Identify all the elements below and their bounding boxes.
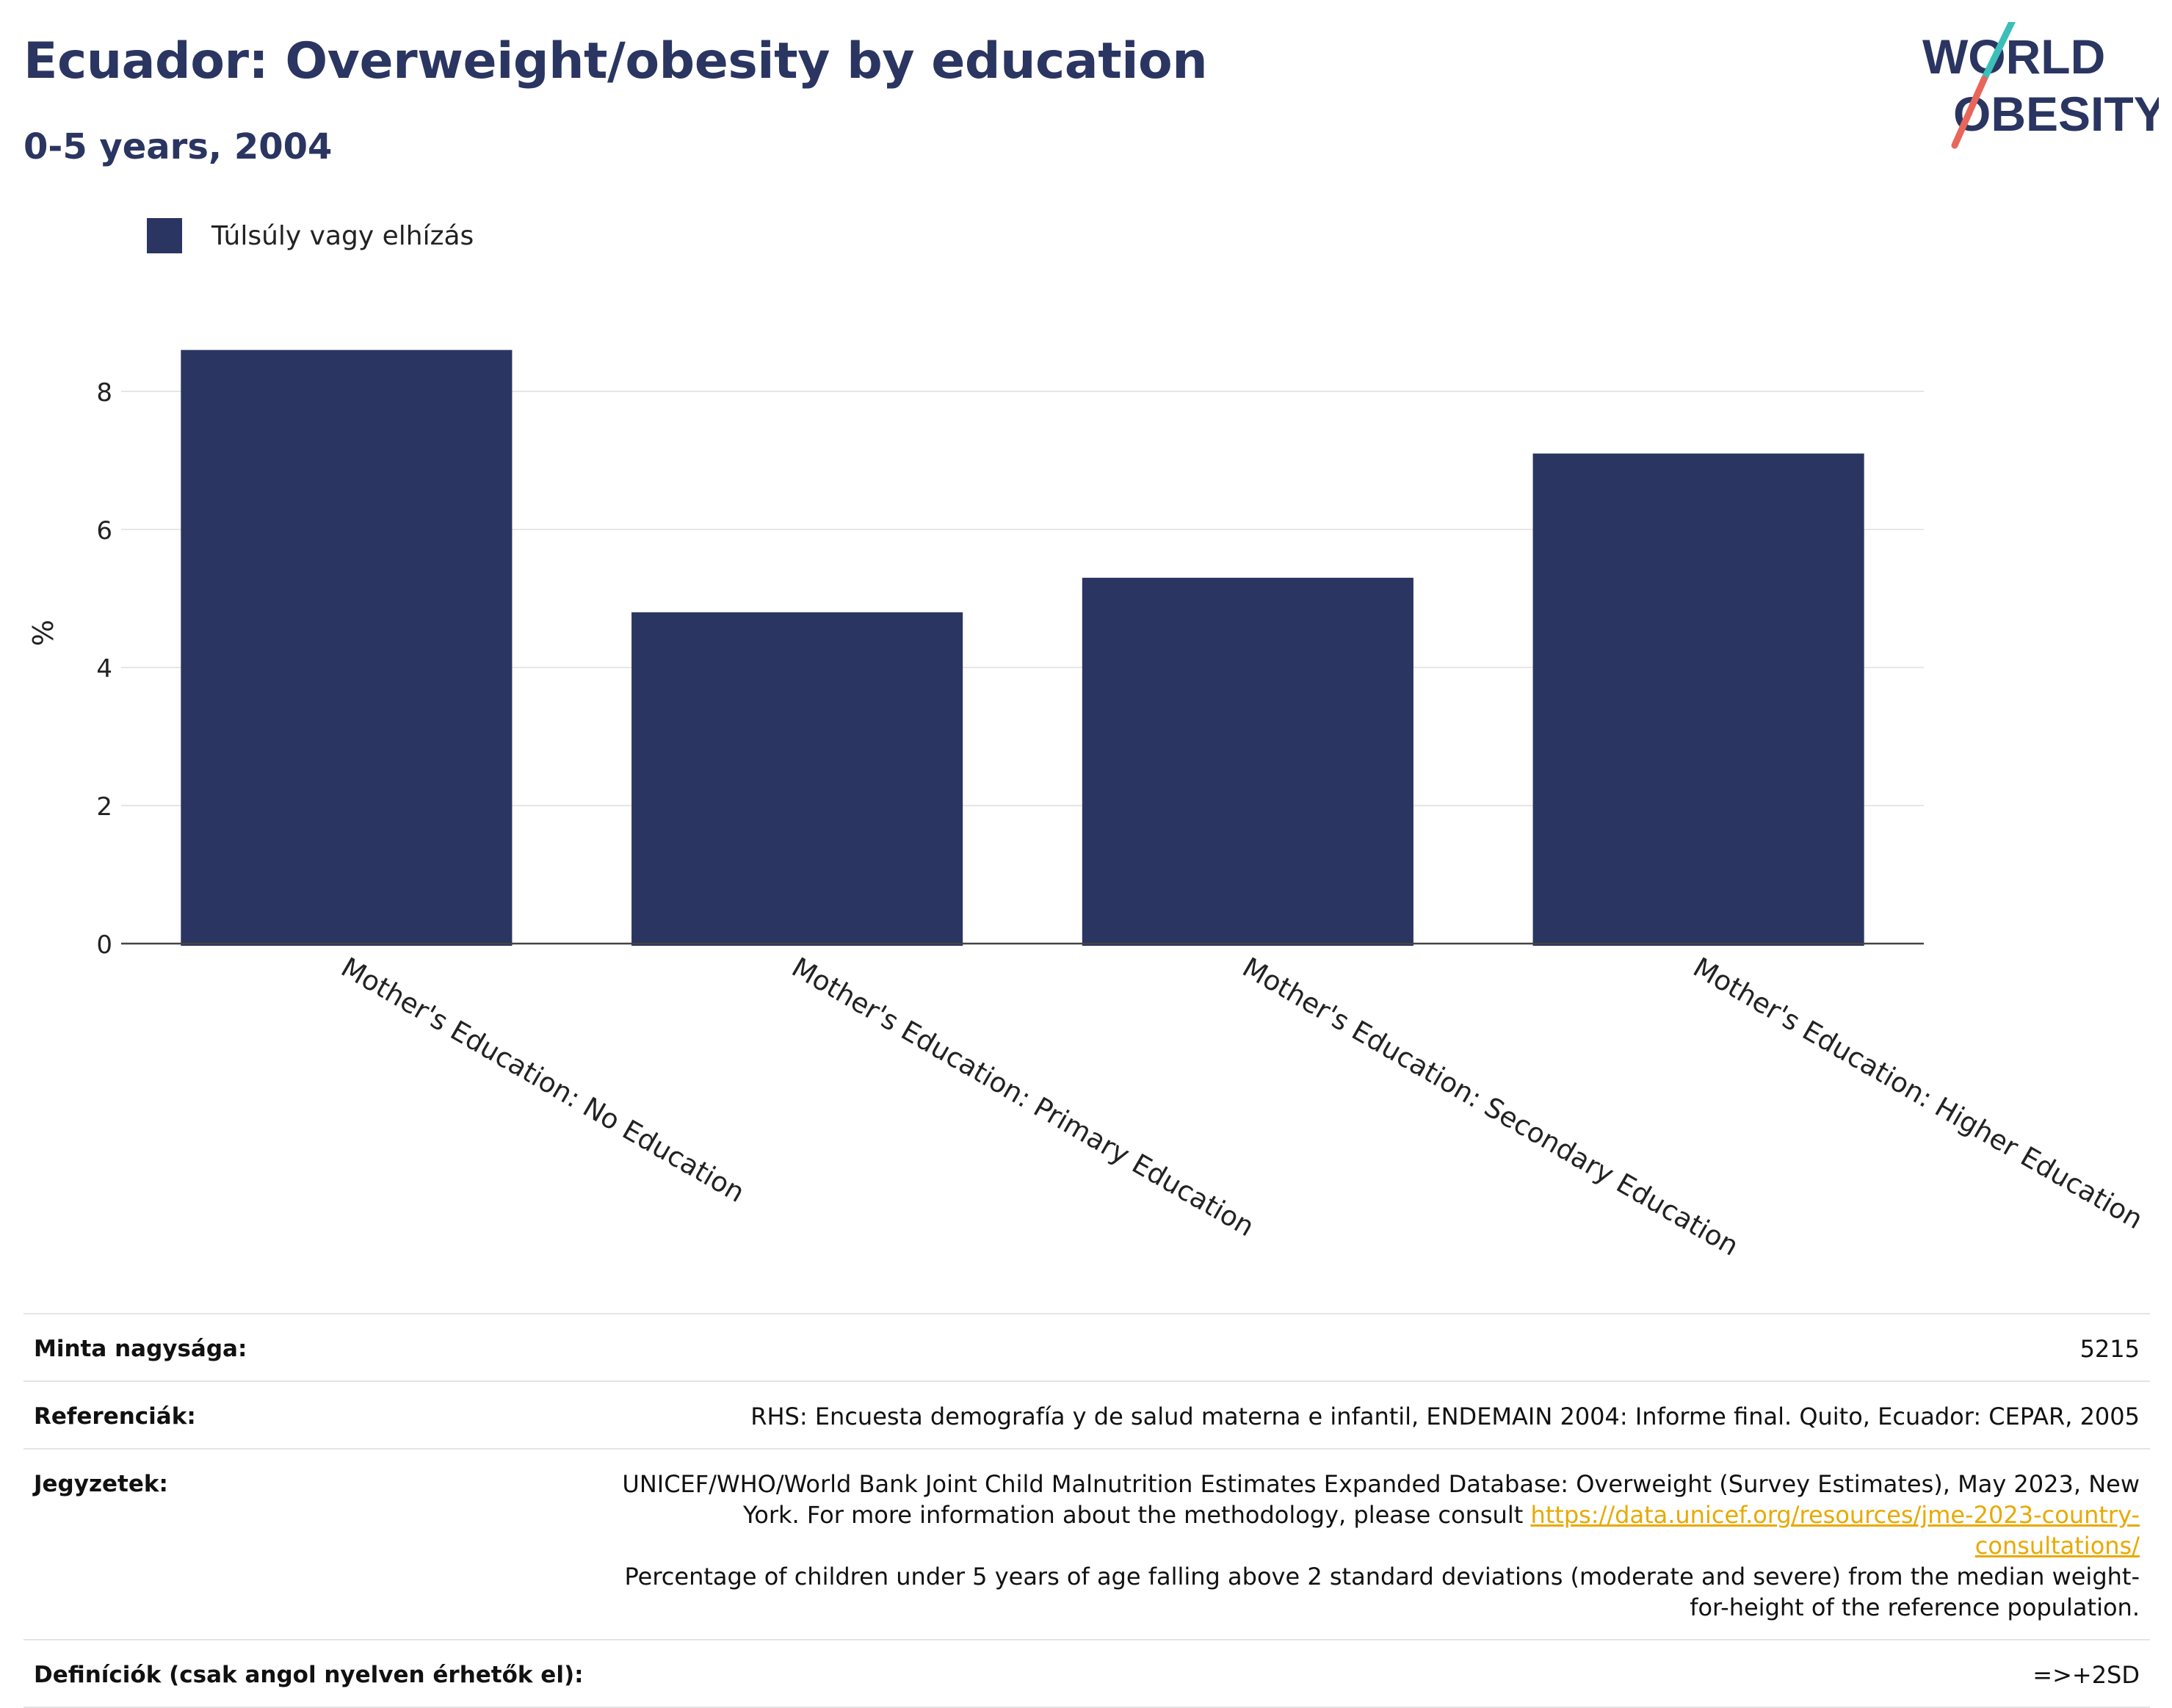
sample-size-label: Minta nagysága: [34,1336,247,1362]
y-axis-title: % [27,620,59,646]
references-label: Referenciák: [34,1403,196,1430]
x-tick-label: Mother's Education: Primary Education [786,952,1259,1243]
world-obesity-logo: WORLD OBESITY [1922,22,2159,149]
bar [1082,577,1413,946]
y-tick-label: 2 [96,792,112,822]
y-tick-label: 6 [96,516,112,546]
chart-subtitle: 0-5 years, 2004 [23,126,333,167]
meta-row-definitions: Definíciók (csak angol nyelven érhetők e… [23,1639,2150,1708]
notes-value: UNICEF/WHO/World Bank Joint Child Malnut… [612,1469,2140,1623]
legend-label: Túlsúly vagy elhízás [211,220,474,251]
notes-text-1: UNICEF/WHO/World Bank Joint Child Malnut… [622,1470,2140,1529]
y-tick-label: 0 [96,930,112,960]
x-tick-label: Mother's Education: Secondary Education [1237,952,1744,1262]
logo-coral-stroke [1951,76,1988,149]
x-tick-label: Mother's Education: Higher Education [1688,952,2149,1236]
notes-text-2: Percentage of children under 5 years of … [624,1563,2140,1621]
logo-line1: WORLD [1922,29,2105,84]
definitions-label: Definíciók (csak angol nyelven érhetők e… [34,1662,584,1688]
legend-swatch [147,218,182,253]
chart-title: Ecuador: Overweight/obesity by education [23,32,1208,90]
meta-row-references: Referenciák: RHS: Encuesta demografía y … [23,1380,2150,1448]
methodology-link[interactable]: https://data.unicef.org/resources/jme-20… [1530,1501,2140,1560]
definitions-value: =>+2SD [2032,1661,2140,1689]
metadata-table: Minta nagysága: 5215 Referenciák: RHS: E… [23,1313,2150,1708]
sample-size-value: 5215 [2079,1335,2140,1363]
meta-row-notes: Jegyzetek: UNICEF/WHO/World Bank Joint C… [23,1448,2150,1639]
bar [631,612,963,946]
references-value: RHS: Encuesta demografía y de salud mate… [750,1403,2140,1430]
y-tick-label: 8 [96,378,112,408]
legend: Túlsúly vagy elhízás [147,217,474,254]
x-tick-label: Mother's Education: No Education [336,952,750,1209]
logo-line2: OBESITY [1953,87,2159,141]
bar [181,350,513,947]
meta-row-sample: Minta nagysága: 5215 [23,1313,2150,1380]
logo-teal-stroke [1980,22,2016,83]
y-tick-label: 4 [96,654,112,684]
bar [1532,453,1864,946]
notes-label: Jegyzetek: [34,1471,168,1497]
